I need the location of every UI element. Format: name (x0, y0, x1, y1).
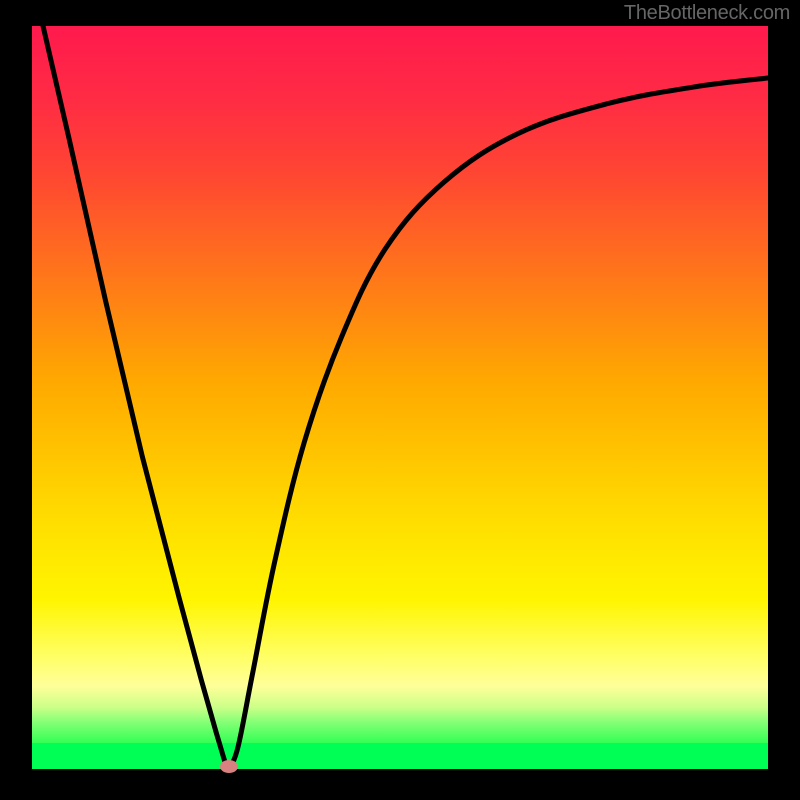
curve-left (43, 26, 229, 769)
min-marker (220, 760, 238, 773)
curve-right (229, 78, 768, 769)
plot-area (32, 26, 768, 769)
chart-frame: TheBottleneck.com (0, 0, 800, 800)
bottleneck-curve (32, 26, 768, 769)
watermark-text: TheBottleneck.com (624, 2, 790, 25)
